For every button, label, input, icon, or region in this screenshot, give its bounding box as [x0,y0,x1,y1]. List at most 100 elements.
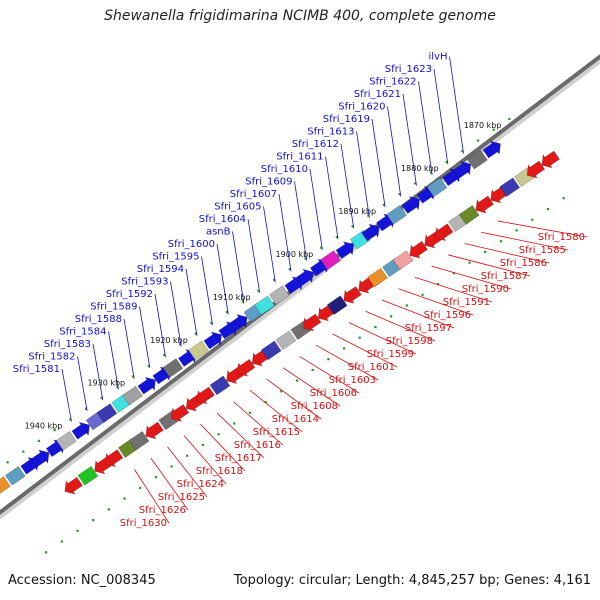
gene-arrow [30,449,50,468]
upper-leader-line [449,56,464,154]
tick-mark-lower [45,551,48,554]
tick-mark-upper [273,278,276,281]
gene-block [55,430,77,451]
tick-mark-upper [84,407,88,410]
tick-mark-upper [116,386,119,389]
gene-arrow-shape [303,313,322,332]
upper-gene-label: Sfri_1584 [59,327,106,338]
tick-mark-lower [515,229,518,232]
lower-gene-label: Sfri_1630 [120,518,167,529]
gene-arrow [526,160,546,179]
tick-mark-upper [429,171,433,174]
lower-leader-line [200,423,246,472]
tick-mark-upper [69,418,72,421]
lower-gene-label: Sfri_1601 [348,362,395,373]
lower-gene-label: Sfri_1596 [424,310,471,321]
tick-mark-upper [320,246,323,249]
kbp-label: 1890 kbp [338,207,376,216]
gene-arrow-shape [435,223,454,242]
gene-block [162,358,184,378]
lower-leader-line [398,288,474,316]
kbp-label: 1930 kbp [87,379,125,388]
gene-block-shape [268,285,290,305]
lower-leader-line [332,333,398,368]
gene-arrow [541,150,560,169]
upper-leader-line [185,268,198,336]
upper-gene-label: Sfri_1611 [276,152,323,163]
gene-arrow-shape [475,195,494,214]
upper-leader-line [170,281,182,347]
upper-gene-label: Sfri_1600 [168,239,215,250]
tick-mark-lower [280,390,283,393]
lower-leader-line [266,378,322,420]
tick-mark-upper [476,139,480,142]
upper-leader-line [325,156,339,240]
tick-mark-upper [179,343,182,346]
tick-mark-upper [226,311,229,314]
gene-arrow-shape [145,421,164,440]
tick-mark-lower [186,454,189,457]
upper-leader-line [139,306,151,369]
tick-mark-upper [194,332,197,335]
lower-leader-line [481,231,569,251]
gene-block [0,476,11,496]
gene-block-shape [260,340,282,361]
tick-mark-lower [60,540,63,543]
upper-gene-label: Sfri_1594 [137,264,184,275]
tick-mark-lower [468,261,471,264]
gene-block-shape [55,430,77,451]
tick-mark-upper [210,321,213,324]
upper-gene-label: Sfri_1583 [44,339,91,350]
lower-leader-line [167,446,208,498]
tick-mark-lower [484,250,487,253]
tick-mark-upper [351,225,354,228]
tick-mark-lower [562,197,565,200]
gene-block [128,430,150,451]
gene-arrow [401,196,420,214]
upper-gene-label: Sfri_1612 [292,139,339,150]
gene-arrow-shape [541,150,560,169]
tick-mark-lower [123,497,126,500]
tick-mark-upper [382,203,385,206]
gene-block [268,285,290,305]
gene-block-shape [499,177,521,198]
gene-arrow-shape [71,421,90,440]
gene-arrow-shape [401,196,420,214]
lower-leader-line [447,254,531,277]
lower-leader-line [150,457,189,511]
tick-mark-lower [295,379,299,382]
gene-block [466,149,488,170]
upper-leader-line [402,93,417,186]
gene-block-shape [96,403,118,423]
tick-mark-lower [248,411,252,414]
upper-leader-line [108,331,119,390]
gene-block-shape [77,465,99,486]
gene-arrow-shape [526,160,546,179]
lower-gene-label: Sfri_1585 [519,245,566,256]
lower-gene-label: Sfri_1608 [291,401,338,412]
upper-gene-label: Sfri_1622 [369,77,416,88]
upper-leader-line [247,218,261,293]
gene-arrow [71,421,90,440]
upper-gene-label: Sfri_1581 [13,364,60,375]
gene-arrow-shape [335,241,354,259]
tick-mark-upper [304,257,307,260]
gene-block-shape [4,465,26,486]
upper-gene-label: Sfri_1605 [214,202,261,213]
upper-leader-line [92,343,104,401]
gene-arrow-shape [295,268,314,287]
gene-block-shape [320,250,341,270]
gene-arrow-shape [104,449,124,468]
gene-arrow [229,314,248,332]
upper-leader-line [263,206,276,283]
tick-mark-lower [201,443,204,447]
gene-block [254,295,275,316]
upper-gene-label: Sfri_1610 [261,164,308,175]
tick-mark-lower [327,358,330,361]
lower-gene-label: Sfri_1597 [405,323,452,334]
lower-gene-label: Sfri_1625 [158,492,205,503]
upper-gene-label: Sfri_1588 [75,314,122,325]
lower-leader-line [134,469,170,524]
tick-mark-lower [452,272,455,275]
tick-mark-lower [405,304,408,307]
